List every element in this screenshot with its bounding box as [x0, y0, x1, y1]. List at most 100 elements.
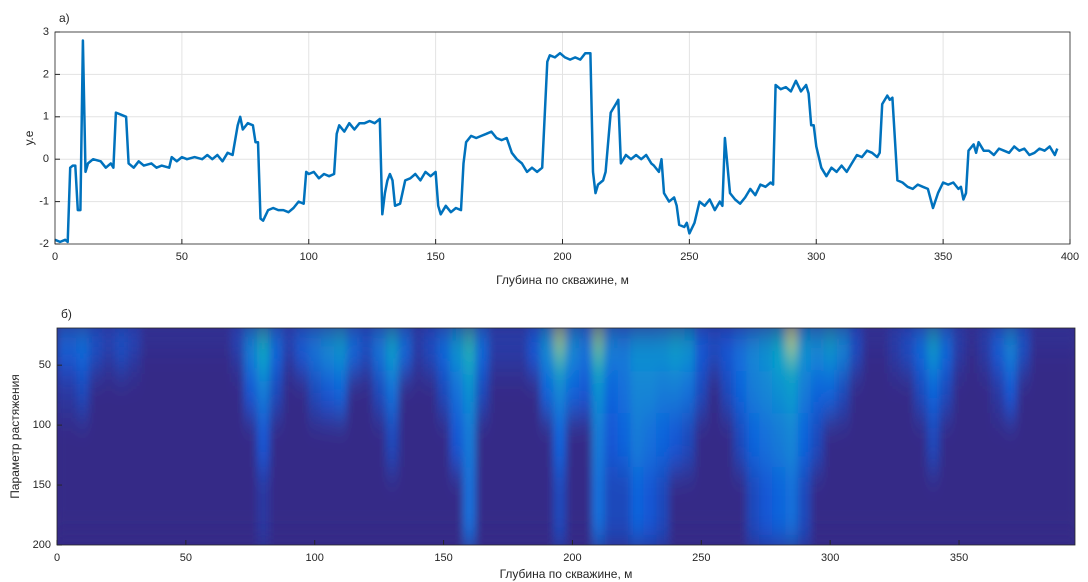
- heatmap-cell: [630, 341, 644, 372]
- heatmap-cell: [102, 413, 116, 468]
- heatmap-cell: [385, 467, 399, 545]
- heatmap-cell: [810, 341, 825, 372]
- heatmap-cell: [256, 328, 271, 342]
- heatmap-cell: [913, 371, 928, 414]
- heatmap-cell: [810, 467, 825, 545]
- heatmap-cell: [591, 413, 606, 468]
- heatmap-cell: [1029, 341, 1044, 372]
- heatmap-cell: [978, 341, 992, 372]
- heatmap-cell: [720, 467, 735, 545]
- heatmap-cell: [308, 467, 322, 545]
- heatmap-cell: [385, 413, 399, 468]
- heatmap-cell: [218, 467, 232, 545]
- heatmap-cell: [836, 413, 850, 468]
- heatmap-cell: [372, 467, 387, 545]
- heatmap-cell: [733, 328, 747, 342]
- heatmap-cell: [694, 328, 709, 342]
- heatmap-cell: [385, 328, 399, 342]
- heatmap-cell: [901, 413, 915, 468]
- heatmap-cell: [179, 341, 193, 372]
- heatmap-cell: [230, 371, 245, 414]
- heatmap-cell: [1042, 467, 1057, 545]
- heatmap-cell: [411, 328, 425, 342]
- heatmap-cell: [57, 371, 64, 414]
- y-tick-label: -1: [39, 196, 49, 208]
- heatmap-cell: [114, 328, 129, 342]
- heatmap-cell: [656, 328, 670, 342]
- heatmap-cell: [153, 467, 168, 545]
- heatmap-cell: [295, 341, 309, 372]
- heatmap-cell: [102, 341, 116, 372]
- heatmap-cell: [359, 328, 374, 342]
- y-tick-label: 200: [33, 539, 51, 551]
- heatmap-cell: [295, 413, 309, 468]
- heatmap-cell: [1055, 467, 1070, 545]
- heatmap-cell: [89, 371, 103, 414]
- heatmap-cell: [630, 467, 644, 545]
- x-tick-label: 300: [821, 552, 839, 564]
- heatmap-cell: [785, 371, 799, 414]
- heatmap-cell: [849, 467, 863, 545]
- heatmap-cell: [114, 371, 129, 414]
- heatmap-cell: [669, 328, 683, 342]
- heatmap-cell: [346, 341, 361, 372]
- heatmap-cell: [321, 371, 335, 414]
- heatmap-cell: [978, 413, 992, 468]
- heatmap-cell: [76, 467, 90, 545]
- heatmap-cell: [411, 341, 425, 372]
- heatmap-cell: [578, 328, 593, 342]
- heatmap-cell: [321, 467, 335, 545]
- heatmap-cell: [656, 413, 670, 468]
- heatmap-cell: [772, 467, 786, 545]
- y-axis-label: Параметр растяжения: [8, 374, 22, 499]
- heatmap-cell: [385, 371, 399, 414]
- heatmap-cell: [656, 341, 670, 372]
- heatmap-cell: [295, 371, 309, 414]
- heatmap-cell: [1055, 371, 1070, 414]
- heatmap-cell: [617, 413, 631, 468]
- heatmap-cell: [243, 413, 258, 468]
- heatmap-cell: [89, 341, 103, 372]
- heatmap-cell: [102, 467, 116, 545]
- heatmap-cell: [89, 413, 103, 468]
- heatmap-cell: [1068, 328, 1075, 342]
- heatmap-cell: [772, 413, 786, 468]
- heatmap-cell: [57, 341, 64, 372]
- heatmap-cell: [450, 371, 464, 414]
- heatmap-cell: [965, 341, 979, 372]
- heatmap-cell: [1017, 467, 1031, 545]
- heatmap-cell: [836, 328, 850, 342]
- heatmap-cell: [540, 467, 554, 545]
- heatmap-cell: [901, 467, 915, 545]
- heatmap-cell: [669, 413, 683, 468]
- heatmap-cell: [450, 341, 464, 372]
- heatmap-cell: [527, 371, 541, 414]
- y-tick-label: 100: [33, 419, 51, 431]
- heatmap-cell: [862, 328, 876, 342]
- heatmap-cell: [604, 371, 619, 414]
- heatmap-cell: [566, 413, 580, 468]
- heatmap-cell: [643, 328, 657, 342]
- x-tick-label: 0: [52, 251, 58, 263]
- heatmap-cell: [617, 371, 631, 414]
- heatmap-cell: [797, 467, 812, 545]
- heatmap-cell: [514, 371, 528, 414]
- heatmap-cell: [205, 413, 219, 468]
- heatmap-cell: [849, 328, 863, 342]
- heatmap-cell: [733, 371, 747, 414]
- heatmap-cell: [926, 341, 941, 372]
- heatmap-cells: [57, 328, 1075, 545]
- heatmap-cell: [1017, 371, 1031, 414]
- heatmap-cell: [140, 341, 155, 372]
- heatmap-cell: [952, 413, 966, 468]
- heatmap-cell: [462, 371, 477, 414]
- heatmap-cell: [63, 467, 77, 545]
- heatmap-cell: [218, 341, 232, 372]
- heatmap-cell: [759, 467, 773, 545]
- heatmap-cell: [797, 328, 812, 342]
- heatmap-cell: [205, 341, 219, 372]
- heatmap-cell: [785, 328, 799, 342]
- heatmap-cell: [359, 341, 374, 372]
- heatmap-cell: [901, 371, 915, 414]
- heatmap-cell: [733, 467, 747, 545]
